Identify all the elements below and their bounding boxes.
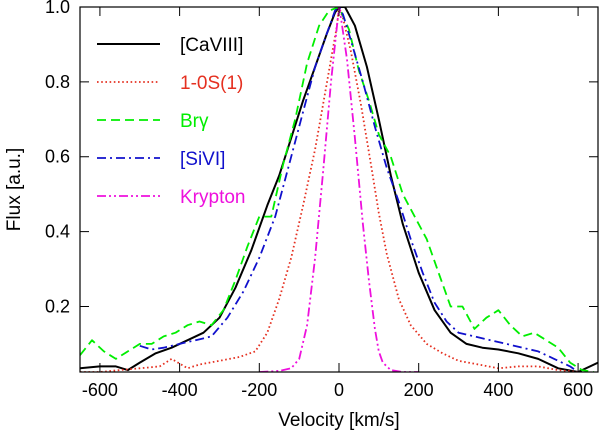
legend-label-1: 1-0S(1) xyxy=(180,73,243,94)
series-line-1 xyxy=(80,7,579,372)
series-line-2 xyxy=(80,7,595,372)
x-tick-label: 0 xyxy=(334,380,344,400)
series-line-3 xyxy=(139,7,579,372)
x-tick-label: 600 xyxy=(563,380,593,400)
series-line-4 xyxy=(259,7,419,372)
y-tick-label: 0.4 xyxy=(45,222,70,242)
ticks-layer: -600 -400 -200 0 200 400 600 0.2 0.4 0.6 0.8 1.0 xyxy=(45,0,598,400)
legend-label-3: [SiVI] xyxy=(180,149,225,170)
y-tick-label: 0.8 xyxy=(45,72,70,92)
y-tick-label: 1.0 xyxy=(45,0,70,17)
series-line-0 xyxy=(80,7,598,372)
x-tick-label: -200 xyxy=(241,380,277,400)
x-axis-title: Velocity [km/s] xyxy=(278,410,399,431)
legend: [CaVIII] 1-0S(1) Brγ [SiVI] Krypton xyxy=(97,35,245,208)
legend-label-2: Brγ xyxy=(180,111,209,132)
y-tick-label: 0.2 xyxy=(45,296,70,316)
legend-label-0: [CaVIII] xyxy=(180,35,243,56)
y-tick-label: 0.6 xyxy=(45,147,70,167)
x-tick-label: 400 xyxy=(483,380,513,400)
x-tick-label: -400 xyxy=(162,380,198,400)
plot-frame xyxy=(79,6,599,373)
x-tick-label: -600 xyxy=(82,380,118,400)
legend-label-4: Krypton xyxy=(180,187,245,208)
x-tick-label: 200 xyxy=(404,380,434,400)
series-layer xyxy=(80,7,598,372)
y-axis-title: Flux [a.u.] xyxy=(4,148,25,231)
